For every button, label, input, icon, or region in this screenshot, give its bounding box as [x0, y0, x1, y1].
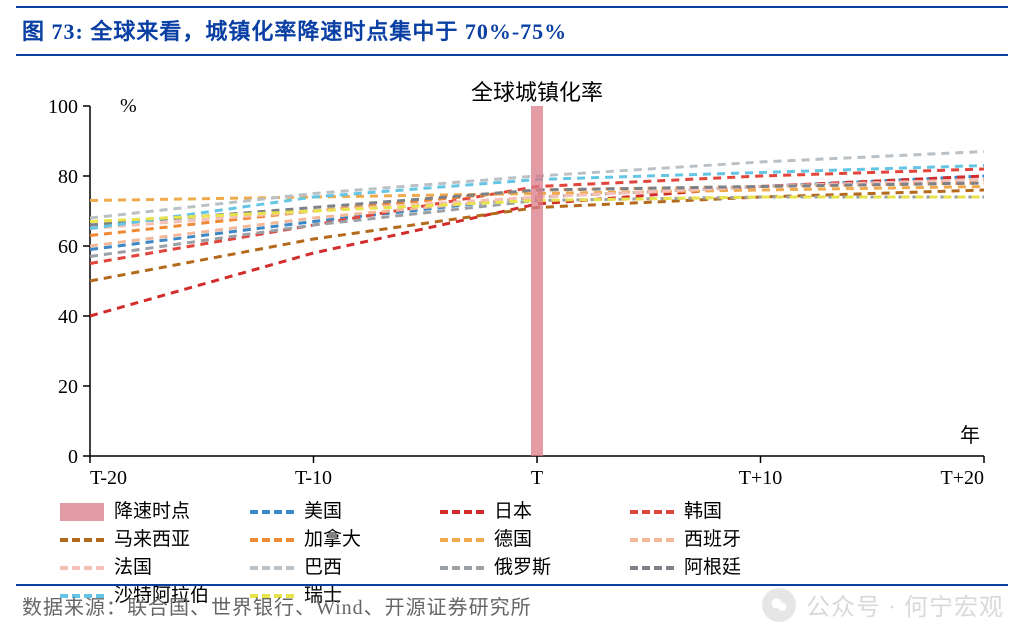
legend-label: 俄罗斯 — [494, 554, 551, 582]
marker-bar — [531, 106, 543, 456]
legend-item-es: 西班牙 — [630, 526, 820, 554]
legend-item-br: 巴西 — [250, 554, 440, 582]
legend-label: 西班牙 — [684, 526, 741, 554]
legend-swatch-us — [250, 503, 294, 521]
legend-swatch-ru — [440, 559, 484, 577]
legend-item-fr: 法国 — [60, 554, 250, 582]
legend-swatch-ca — [250, 531, 294, 549]
top-rule — [16, 6, 1008, 8]
legend-swatch-jp — [440, 503, 484, 521]
legend-item-marker: 降速时点 — [60, 498, 250, 526]
svg-text:20: 20 — [58, 376, 78, 398]
legend-label: 马来西亚 — [114, 526, 190, 554]
svg-text:T-10: T-10 — [295, 467, 332, 489]
figure-title: 图 73: 全球来看，城镇化率降速时点集中于 70%-75% — [22, 14, 567, 46]
line-chart: 0 20 40 60 80 100 T-20 T-10 T T+10 T+20% 年 全球城镇化率 — [20, 76, 1004, 496]
watermark-text: 公众号 · 何宁宏观 — [806, 587, 1004, 622]
legend-item-ar: 阿根廷 — [630, 554, 820, 582]
svg-text:T+20: T+20 — [941, 467, 985, 489]
svg-text:0: 0 — [68, 446, 78, 468]
legend-swatch-marker — [60, 503, 104, 521]
legend-swatch-de — [440, 531, 484, 549]
legend-label: 加拿大 — [304, 526, 361, 554]
svg-text:T-20: T-20 — [90, 467, 127, 489]
legend-label: 韩国 — [684, 498, 722, 526]
legend-swatch-fr — [60, 559, 104, 577]
legend-item-de: 德国 — [440, 526, 630, 554]
legend-label: 法国 — [114, 554, 152, 582]
legend-item-ca: 加拿大 — [250, 526, 440, 554]
under-title-rule — [16, 54, 1008, 56]
wechat-icon — [762, 588, 796, 622]
legend-swatch-kr — [630, 503, 674, 521]
legend-swatch-ar — [630, 559, 674, 577]
figure-number: 图 73: — [22, 19, 84, 44]
svg-text:100: 100 — [48, 96, 78, 118]
legend-item-my: 马来西亚 — [60, 526, 250, 554]
legend-item-jp: 日本 — [440, 498, 630, 526]
legend-label: 日本 — [494, 498, 532, 526]
svg-text:全球城镇化率: 全球城镇化率 — [471, 80, 603, 105]
source-line: 数据来源：联合国、世界银行、Wind、开源证券研究所 — [22, 591, 532, 620]
legend-label: 阿根廷 — [684, 554, 741, 582]
above-source-rule — [16, 584, 1008, 586]
legend-label: 巴西 — [304, 554, 342, 582]
watermark: 公众号 · 何宁宏观 — [762, 587, 1004, 622]
legend-swatch-es — [630, 531, 674, 549]
legend-swatch-br — [250, 559, 294, 577]
svg-text:%: % — [120, 95, 137, 117]
svg-text:T: T — [531, 467, 543, 489]
svg-text:80: 80 — [58, 166, 78, 188]
svg-text:60: 60 — [58, 236, 78, 258]
legend-item-us: 美国 — [250, 498, 440, 526]
figure-title-text: 全球来看，城镇化率降速时点集中于 70%-75% — [90, 19, 567, 44]
legend-item-kr: 韩国 — [630, 498, 820, 526]
legend-item-ru: 俄罗斯 — [440, 554, 630, 582]
legend-label: 降速时点 — [114, 498, 190, 526]
legend-label: 美国 — [304, 498, 342, 526]
svg-text:年: 年 — [960, 424, 980, 447]
legend-swatch-my — [60, 531, 104, 549]
svg-text:40: 40 — [58, 306, 78, 328]
svg-text:T+10: T+10 — [739, 467, 783, 489]
chart-container: 0 20 40 60 80 100 T-20 T-10 T T+10 T+20% 年 全球城镇化率 — [20, 76, 1004, 496]
legend-label: 德国 — [494, 526, 532, 554]
